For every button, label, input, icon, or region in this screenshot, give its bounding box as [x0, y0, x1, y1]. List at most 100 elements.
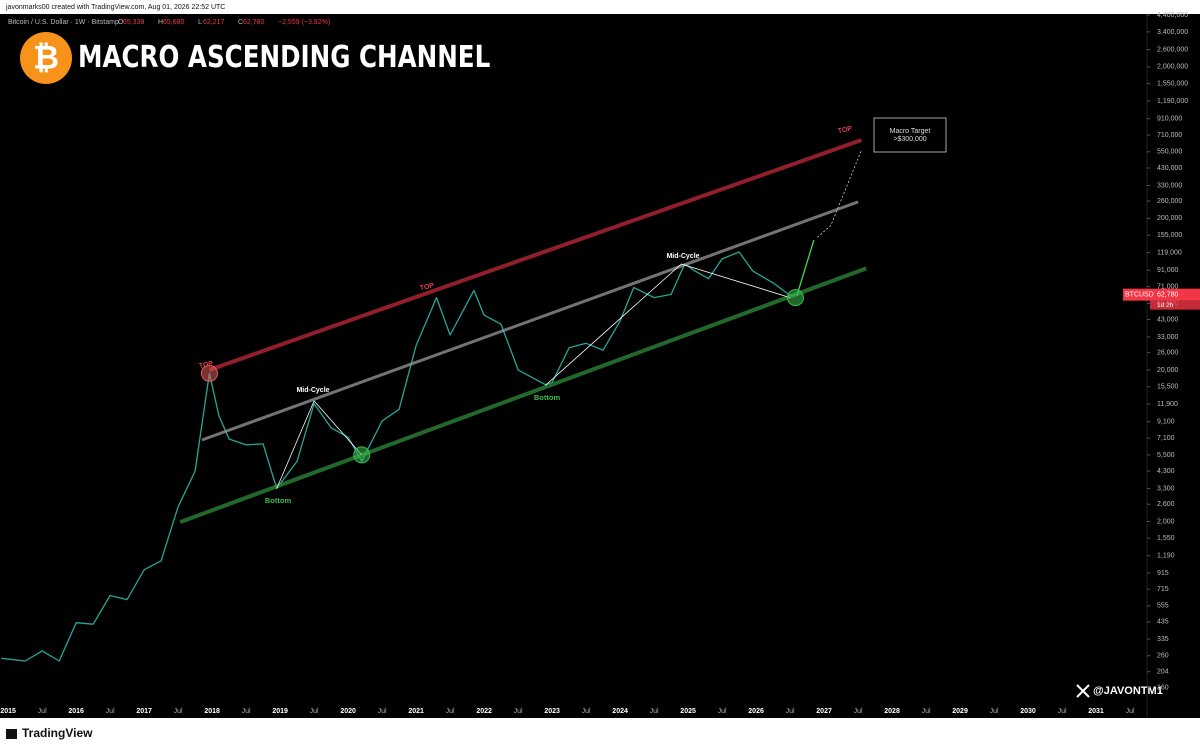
y-tick-label: 435 [1157, 619, 1169, 626]
top-label: TOP [198, 360, 214, 370]
line [179, 266, 867, 524]
footer [0, 718, 1200, 750]
x-tick-label: Jul [174, 708, 183, 715]
y-tick-label: 91,000 [1157, 267, 1179, 274]
price-tag-value: 62,780 [1157, 291, 1179, 298]
tv-icon [6, 729, 17, 739]
credit-bar [0, 0, 1200, 14]
x-tick-label: 2018 [204, 708, 220, 715]
y-tick-label: 550,000 [1157, 149, 1182, 156]
x-tick-label: 2019 [272, 708, 288, 715]
line [1, 251, 796, 662]
y-tick-label: 7,100 [1157, 435, 1175, 442]
y-tick-label: 26,000 [1157, 350, 1179, 357]
x-tick-label: Jul [786, 708, 795, 715]
line [796, 239, 815, 296]
y-tick-label: 9,100 [1157, 419, 1175, 426]
target-label: >$300,000 [893, 136, 926, 143]
x-tick-label: Jul [446, 708, 455, 715]
x-tick-label: 2028 [884, 708, 900, 715]
ohlc-label: C [238, 19, 243, 26]
x-tick-label: 2020 [340, 708, 356, 715]
x-tick-label: Jul [582, 708, 591, 715]
y-tick-label: 430,000 [1157, 165, 1182, 172]
target-box [873, 117, 947, 153]
y-tick-label: 2,000 [1157, 518, 1175, 525]
y-tick-label: 555 [1157, 603, 1169, 610]
x-tick-label: 2022 [476, 708, 492, 715]
x-tick-label: Jul [378, 708, 387, 715]
chart-title: MACRO ASCENDING CHANNEL [78, 41, 490, 75]
y-tick-label: 715 [1157, 586, 1169, 593]
x-tick-label: 2016 [68, 708, 84, 715]
marker [787, 289, 805, 307]
ohlc-value: 65,339 [123, 19, 145, 26]
y-tick-label: 4,400,000 [1157, 12, 1188, 19]
countdown: 1d 2h [1157, 302, 1174, 309]
y-tick-label: 1,550,000 [1157, 80, 1188, 87]
ohlc-value: 65,680 [163, 19, 185, 26]
x-tick-label: Jul [650, 708, 659, 715]
plot [1, 138, 867, 662]
y-tick-label: 260,000 [1157, 198, 1182, 205]
ohlc-label: O [118, 19, 124, 26]
y-tick-label: 1,190 [1157, 553, 1175, 560]
y-tick-label: 2,000,000 [1157, 64, 1188, 71]
x-tick-label: Jul [990, 708, 999, 715]
line [545, 263, 791, 386]
line [276, 400, 363, 489]
line [208, 138, 863, 372]
target-label: Macro Target [890, 128, 931, 135]
x-tick-label: 2017 [136, 708, 152, 715]
y-tick-label: 20,000 [1157, 367, 1179, 374]
y-tick-label: 155,000 [1157, 232, 1182, 239]
y-tick-label: 1,190,000 [1157, 98, 1188, 105]
y-tick-label: 4,300 [1157, 468, 1175, 475]
logo: ₿ [33, 39, 59, 75]
top-label: TOP [419, 282, 435, 292]
y-tick-label: 160 [1157, 685, 1169, 692]
y-tick-label: 2,600,000 [1157, 46, 1188, 53]
mid-cycle-label: Mid-Cycle [296, 387, 329, 394]
x-tick-label: 2026 [748, 708, 764, 715]
y-tick-label: 2,600 [1157, 501, 1175, 508]
y-tick-label: 260 [1157, 653, 1169, 660]
marker [200, 364, 218, 382]
y-tick-label: 33,000 [1157, 334, 1179, 341]
x-tick-label: 2030 [1020, 708, 1036, 715]
y-tick-label: 910,000 [1157, 116, 1182, 123]
x-tick-label: Jul [514, 708, 523, 715]
y-tick-label: 330,000 [1157, 182, 1182, 189]
ohlc-label: L [198, 19, 202, 26]
x-tick-label: Jul [854, 708, 863, 715]
y-tick-label: 71,000 [1157, 283, 1179, 290]
y-tick-label: 3,400,000 [1157, 29, 1188, 36]
price-tag-symbol: BTCUSD [1125, 291, 1154, 298]
y-tick-label: 119,000 [1157, 249, 1182, 256]
x-tick-label: 2015 [0, 708, 16, 715]
countdown-bg [1150, 300, 1200, 310]
line [817, 149, 862, 238]
ohlc-label: H [158, 19, 163, 26]
x-tick-label: Jul [1126, 708, 1135, 715]
x-tick-label: 2021 [408, 708, 424, 715]
y-tick-label: 11,900 [1157, 401, 1178, 408]
x-tick-label: 2023 [544, 708, 560, 715]
x-tick-label: Jul [106, 708, 115, 715]
credit: javonmarks00 created with TradingView.co… [5, 4, 225, 11]
x-tick-label: Jul [718, 708, 727, 715]
x-tick-label: Jul [1058, 708, 1067, 715]
y-tick-label: 200,000 [1157, 215, 1182, 222]
bottom-label: Bottom [534, 393, 561, 402]
y-tick-label: 915 [1157, 570, 1169, 577]
x-icon [1076, 684, 1090, 698]
symbol: Bitcoin / U.S. Dollar · 1W · Bitstamp [8, 19, 119, 26]
change: −2,559 (−3.92%) [278, 19, 330, 26]
y-tick-label: 1,550 [1157, 535, 1175, 542]
x-tick-label: Jul [310, 708, 319, 715]
y-tick-label: 710,000 [1157, 132, 1182, 139]
ohlc-value: 62,780 [243, 19, 265, 26]
ohlc-value: 62,217 [203, 19, 225, 26]
top-label: TOP [837, 125, 853, 135]
